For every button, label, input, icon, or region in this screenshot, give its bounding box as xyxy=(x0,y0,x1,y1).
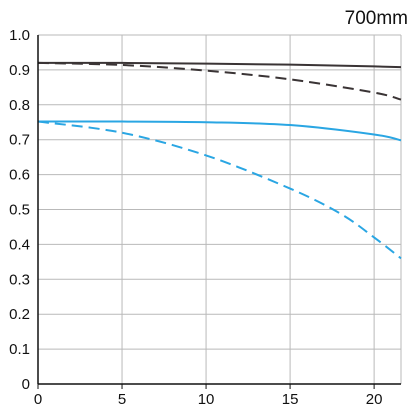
series-line-dark-solid xyxy=(37,61,402,69)
axes xyxy=(37,35,401,389)
chart-title: 700mm xyxy=(345,8,408,29)
y-tick-label: 0.8 xyxy=(9,97,30,114)
y-tick-label: 0 xyxy=(22,376,30,393)
x-tick-label: 0 xyxy=(34,391,42,408)
y-tick-label: 1.0 xyxy=(9,27,30,44)
y-tick-label: 0.2 xyxy=(9,306,30,323)
x-tick-label: 15 xyxy=(282,391,299,408)
y-tick-label: 0.3 xyxy=(9,271,30,288)
series-lines xyxy=(37,61,402,260)
y-tick-label: 0.5 xyxy=(9,202,30,219)
x-tick-label: 20 xyxy=(366,391,383,408)
tick-labels: 0 5 10 15 20 0 0.1 0.2 0.3 0.4 0.5 0.6 0.7 0.8 0.9 1.0 xyxy=(9,27,382,408)
series-line-blue-dashed xyxy=(37,120,402,260)
y-tick-label: 0.9 xyxy=(9,62,30,79)
series-line-dark-dashed xyxy=(37,61,402,101)
y-tick-label: 0.4 xyxy=(9,236,30,253)
grid-lines xyxy=(38,34,402,384)
y-tick-label: 0.6 xyxy=(9,167,30,184)
x-tick-label: 10 xyxy=(198,391,215,408)
y-tick-label: 0.1 xyxy=(9,341,30,358)
series-line-blue-solid xyxy=(37,120,402,142)
y-tick-label: 0.7 xyxy=(9,132,30,149)
x-tick-label: 5 xyxy=(118,391,126,408)
